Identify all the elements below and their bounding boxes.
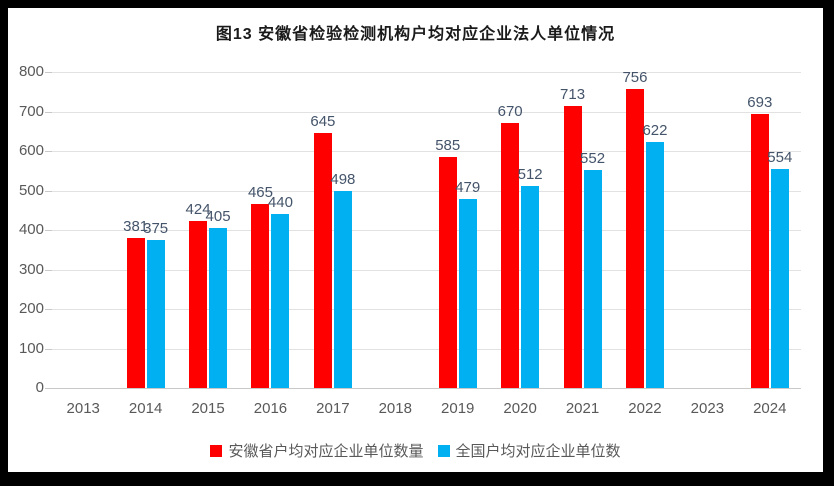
bar-national-2017 — [333, 191, 352, 388]
bar-national-2020 — [521, 185, 540, 388]
y-axis-tick-800 — [45, 72, 52, 73]
x-axis-label-2016: 2016 — [253, 400, 288, 417]
bar-anhui-2017 — [313, 133, 332, 388]
y-axis-label-200: 200 — [18, 300, 44, 317]
bar-anhui-2015 — [189, 220, 208, 388]
y-axis-label-0: 0 — [35, 379, 44, 396]
legend-swatch-anhui — [210, 444, 223, 457]
y-axis-label-300: 300 — [18, 260, 44, 278]
x-axis-label-2022: 2022 — [628, 400, 662, 417]
gridline-800 — [52, 72, 801, 73]
bar-national-2022 — [645, 142, 664, 388]
x-axis-label-2023: 2023 — [690, 400, 725, 417]
data-label-national-2019: 479 — [455, 178, 481, 196]
x-axis-label-2020: 2020 — [503, 400, 537, 417]
bar-anhui-2020 — [501, 123, 520, 388]
bar-anhui-2024 — [750, 114, 769, 388]
gridline-700 — [52, 111, 801, 113]
x-axis-label-2015: 2015 — [191, 400, 225, 417]
data-label-anhui-2020: 670 — [497, 103, 523, 121]
bar-national-2024 — [770, 169, 789, 388]
data-label-anhui-2014: 381 — [123, 217, 149, 235]
bar-anhui-2019 — [438, 156, 457, 388]
bar-anhui-2014 — [126, 237, 145, 388]
y-axis-tick-300 — [45, 269, 52, 271]
data-label-anhui-2021: 713 — [560, 86, 586, 104]
legend-label-anhui: 安徽省户均对应企业单位数量 — [228, 443, 424, 460]
x-axis-label-2019: 2019 — [441, 400, 475, 417]
x-axis-line — [52, 388, 801, 389]
legend-label-national: 全国户均对应企业单位数 — [455, 443, 621, 460]
y-axis-tick-400 — [45, 230, 52, 231]
chart-title: 图13 安徽省检验检测机构户均对应企业法人单位情况 — [215, 26, 616, 43]
data-label-national-2021: 552 — [580, 149, 606, 167]
data-label-national-2016: 440 — [267, 194, 293, 212]
legend: 安徽省户均对应企业单位数量 全国户均对应企业单位数 — [8, 440, 823, 461]
y-axis-tick-200 — [45, 309, 52, 310]
data-label-anhui-2017: 645 — [310, 113, 336, 131]
y-axis-label-400: 400 — [18, 221, 44, 238]
bar-anhui-2016 — [251, 204, 270, 388]
bar-national-2014 — [146, 239, 165, 388]
gridline-300 — [52, 269, 801, 271]
legend-item-anhui: 安徽省户均对应企业单位数量 — [210, 440, 424, 461]
x-axis-label-2013: 2013 — [66, 400, 100, 417]
y-axis-label-600: 600 — [18, 142, 44, 159]
gridline-200 — [52, 309, 801, 310]
bar-national-2016 — [271, 214, 290, 388]
data-label-national-2020: 512 — [517, 165, 543, 183]
legend-swatch-national — [437, 444, 450, 457]
data-label-national-2015: 405 — [205, 208, 231, 226]
data-label-national-2017: 498 — [330, 171, 356, 189]
y-axis-tick-0 — [45, 388, 52, 389]
y-axis-tick-100 — [45, 348, 52, 350]
legend-item-national: 全国户均对应企业单位数 — [437, 440, 621, 461]
data-label-anhui-2022: 756 — [622, 69, 648, 87]
x-axis-label-2018: 2018 — [378, 400, 412, 417]
y-axis-label-700: 700 — [18, 102, 44, 120]
data-label-national-2014: 375 — [143, 219, 169, 237]
y-axis-tick-500 — [45, 190, 52, 192]
chart-canvas: 图13 安徽省检验检测机构户均对应企业法人单位情况 0 100 200 300 400 5… — [8, 8, 823, 472]
gridline-400 — [52, 230, 801, 231]
bar-anhui-2022 — [625, 89, 644, 388]
y-axis-tick-700 — [45, 111, 52, 113]
data-label-national-2022: 622 — [642, 122, 668, 140]
x-axis-label-2017: 2017 — [316, 400, 350, 417]
data-label-national-2024: 554 — [767, 149, 793, 167]
bar-anhui-2021 — [563, 106, 582, 388]
y-axis-label-800: 800 — [18, 63, 44, 80]
bar-national-2021 — [583, 169, 602, 388]
gridline-100 — [52, 348, 801, 350]
y-axis-label-100: 100 — [18, 339, 44, 357]
gridline-500 — [52, 190, 801, 192]
data-label-anhui-2015: 424 — [185, 200, 211, 218]
bar-national-2015 — [209, 228, 228, 388]
data-label-anhui-2024: 693 — [747, 94, 773, 112]
x-axis-label-2024: 2024 — [753, 400, 787, 417]
data-label-anhui-2019: 585 — [435, 136, 461, 154]
x-axis-label-2021: 2021 — [565, 400, 600, 417]
y-axis-label-500: 500 — [18, 181, 44, 199]
bar-national-2019 — [458, 198, 477, 388]
gridline-600 — [52, 151, 801, 152]
data-label-anhui-2016: 465 — [247, 184, 273, 202]
y-axis-tick-600 — [45, 151, 52, 152]
x-axis-label-2014: 2014 — [128, 400, 163, 417]
